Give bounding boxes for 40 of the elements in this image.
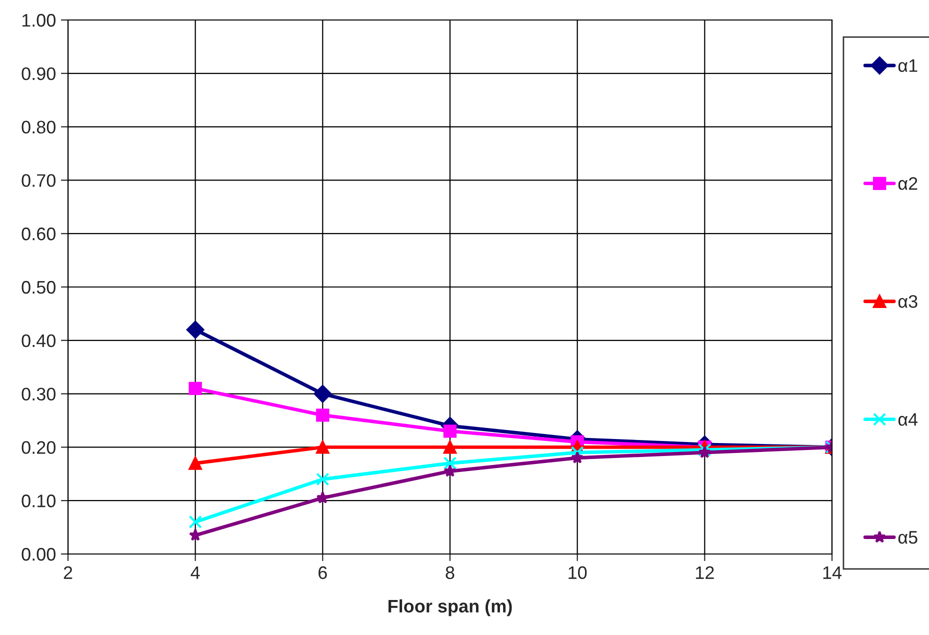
x-axis-title: Floor span (m) [388, 599, 512, 616]
point [444, 464, 456, 477]
x-tick-label: 12 [696, 566, 714, 579]
point [698, 446, 711, 458]
y-tick-label: 1.00 [22, 14, 56, 27]
x-tick-label: 14 [823, 566, 842, 579]
x-tick-label: 6 [318, 566, 327, 580]
y-tick-label: 0.40 [22, 334, 56, 348]
x-tick-label: 4 [190, 566, 200, 579]
point [443, 456, 457, 470]
point [186, 320, 204, 339]
point [443, 424, 457, 438]
point [571, 451, 584, 464]
y-tick-label: 0.10 [22, 494, 56, 508]
y-tick-label: 0.80 [22, 120, 56, 134]
point [188, 515, 202, 529]
point [316, 440, 330, 454]
x-tick-label: 10 [568, 566, 587, 580]
point [316, 472, 330, 486]
legend-label: α4 [898, 413, 918, 426]
point [314, 384, 332, 403]
point [316, 408, 330, 422]
legend-label: α1 [898, 59, 918, 72]
legend-label: α3 [898, 295, 918, 308]
legend-label: α2 [898, 177, 918, 190]
y-tick-label: 0.20 [22, 441, 56, 454]
point [316, 491, 329, 504]
y-tick-label: 0.90 [22, 67, 56, 80]
y-tick-label: 0.70 [22, 174, 56, 187]
point [188, 382, 202, 396]
legend-label: α5 [898, 531, 918, 544]
y-tick-label: 0.00 [22, 548, 56, 561]
y-tick-label: 0.50 [22, 280, 56, 294]
point [443, 440, 457, 454]
x-tick-label: 2 [64, 566, 72, 579]
point [188, 456, 202, 470]
point [698, 443, 712, 456]
y-tick-label: 0.60 [22, 228, 56, 240]
x-tick-label: 8 [446, 566, 454, 580]
y-tick-label: 0.30 [22, 388, 56, 401]
